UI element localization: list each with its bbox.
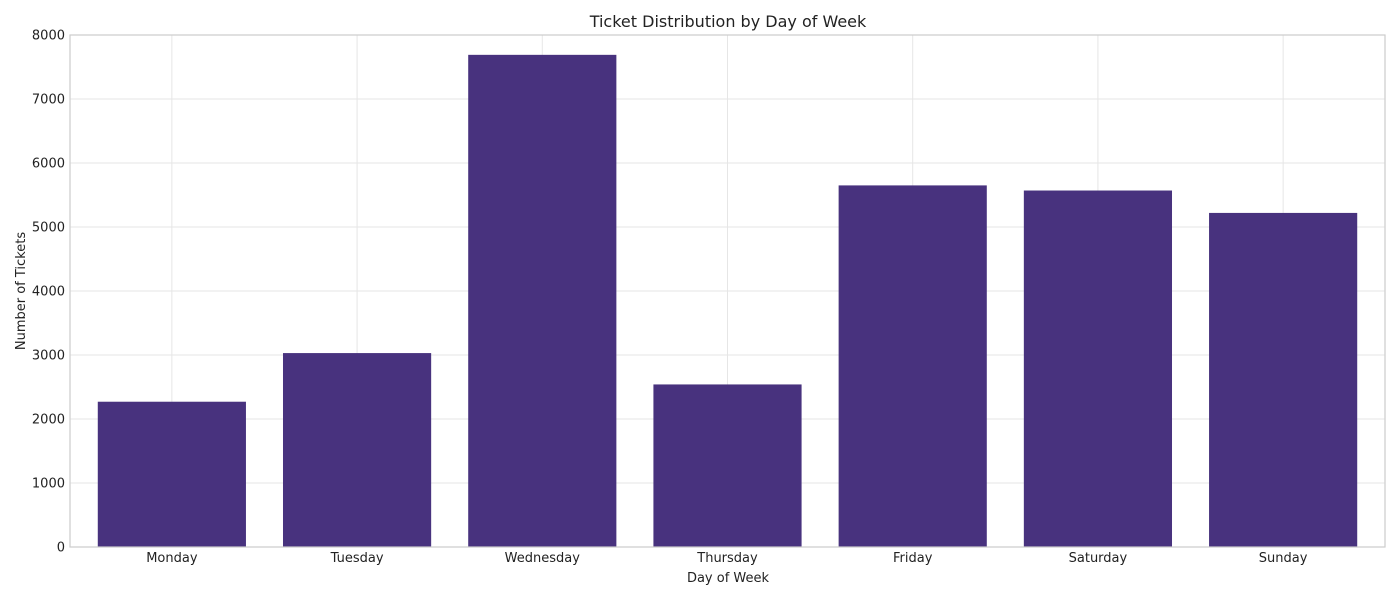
bar-sunday xyxy=(1209,212,1358,548)
x-tick-label: Friday xyxy=(893,551,933,566)
bar-friday xyxy=(838,185,987,547)
bar-tuesday xyxy=(282,353,432,547)
x-axis-label: Day of Week xyxy=(687,571,770,586)
y-axis-label: Number of Tickets xyxy=(14,232,29,350)
y-axis-ticks: 0 1000 2000 3000 4000 5000 6000 7000 8000 xyxy=(32,29,65,556)
x-axis-ticks: Monday Tuesday Wednesday Thursday Friday Satu… xyxy=(146,551,1308,566)
x-tick-label: Monday xyxy=(146,551,198,566)
x-tick-label: Saturday xyxy=(1069,551,1128,566)
x-tick-label: Wednesday xyxy=(505,551,581,566)
y-tick-label: 7000 xyxy=(32,93,65,108)
y-tick-label: 5000 xyxy=(32,221,65,236)
bars xyxy=(97,54,1358,548)
y-tick-label: 2000 xyxy=(32,413,65,428)
y-tick-label: 0 xyxy=(57,541,65,556)
bar-monday xyxy=(97,401,246,547)
bar-saturday xyxy=(1023,190,1173,547)
y-tick-label: 4000 xyxy=(32,285,65,300)
x-tick-label: Thursday xyxy=(696,551,758,566)
bar-wednesday xyxy=(468,54,617,548)
chart-title: Ticket Distribution by Day of Week xyxy=(589,12,867,31)
plot-frame xyxy=(69,34,1386,548)
y-tick-label: 6000 xyxy=(32,157,65,172)
x-tick-label: Tuesday xyxy=(330,551,384,566)
y-tick-label: 1000 xyxy=(32,477,65,492)
bar-thursday xyxy=(653,384,802,547)
y-tick-label: 3000 xyxy=(32,349,65,364)
y-tick-label: 8000 xyxy=(32,29,65,44)
x-tick-label: Sunday xyxy=(1259,551,1308,566)
